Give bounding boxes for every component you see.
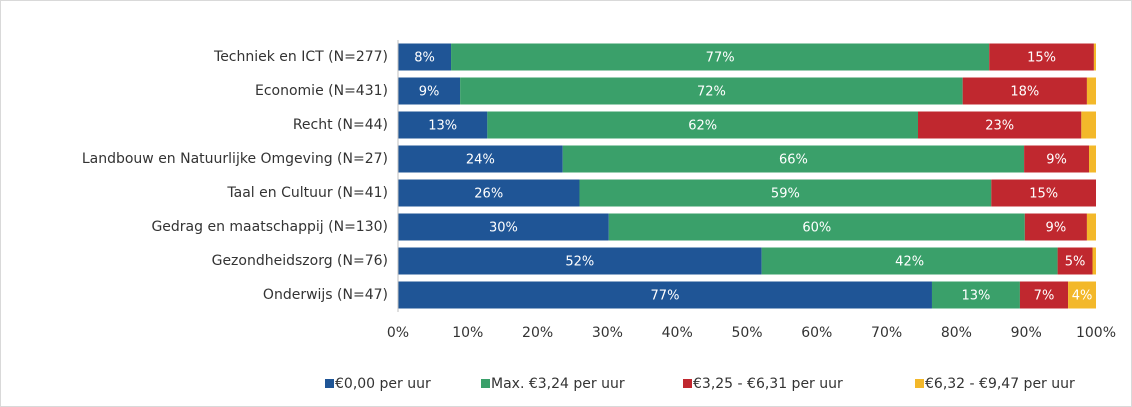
bar-segment	[1081, 111, 1096, 139]
x-tick-label: 60%	[801, 325, 832, 341]
bar-segment	[398, 281, 932, 309]
data-label: 7%	[1034, 289, 1055, 304]
bar-segment	[1092, 247, 1096, 275]
bar-segment	[398, 111, 488, 139]
data-label: 62%	[688, 119, 717, 134]
bar-segment	[1086, 77, 1096, 105]
data-label: 77%	[651, 289, 680, 304]
x-tick-label: 70%	[871, 325, 902, 341]
data-label: 8%	[414, 51, 435, 66]
data-label: 4%	[1072, 289, 1093, 304]
legend-swatch	[481, 379, 490, 388]
bar-segment	[451, 43, 990, 71]
bar-segment	[398, 179, 580, 207]
bar-segment	[398, 213, 609, 241]
y-tick-label: Taal en Cultuur (N=41)	[226, 185, 388, 201]
bar-segment	[487, 111, 919, 139]
data-label: 15%	[1029, 187, 1058, 202]
bar-segment	[962, 77, 1087, 105]
bar-segment	[1093, 43, 1096, 71]
bar-segment	[931, 281, 1020, 309]
legend-label: €3,25 - €6,31 per uur	[693, 376, 843, 392]
bar-segment	[1086, 213, 1096, 241]
bar-segment	[1068, 281, 1096, 309]
bar-segment	[1024, 145, 1090, 173]
y-tick-label: Recht (N=44)	[293, 117, 388, 133]
y-tick-label: Gedrag en maatschappij (N=130)	[151, 219, 388, 235]
legend-label: Max. €3,24 per uur	[491, 376, 625, 392]
x-tick-label: 50%	[731, 325, 762, 341]
y-tick-label: Gezondheidszorg (N=76)	[212, 253, 388, 269]
x-tick-label: 30%	[592, 325, 623, 341]
x-tick-label: 20%	[522, 325, 553, 341]
legend-swatch	[325, 379, 334, 388]
y-tick-label: Techniek en ICT (N=277)	[213, 49, 388, 65]
x-tick-label: 90%	[1011, 325, 1042, 341]
legend-label: €6,32 - €9,47 per uur	[925, 376, 1075, 392]
x-tick-label: 40%	[662, 325, 693, 341]
data-label: 13%	[961, 289, 990, 304]
bar-segment	[991, 179, 1096, 207]
data-label: 24%	[466, 153, 495, 168]
bar-segment	[1019, 281, 1069, 309]
data-label: 59%	[771, 187, 800, 202]
legend-label: €0,00 per uur	[335, 376, 431, 392]
x-tick-label: 100%	[1076, 325, 1116, 341]
bar-segment	[608, 213, 1025, 241]
bar-segment	[761, 247, 1058, 275]
legend-swatch	[915, 379, 924, 388]
data-label: 23%	[985, 119, 1014, 134]
data-label: 60%	[802, 221, 831, 236]
data-label: 13%	[428, 119, 457, 134]
bar-segment	[1089, 145, 1096, 173]
y-tick-label: Onderwijs (N=47)	[263, 287, 388, 303]
bar-segment	[579, 179, 992, 207]
data-label: 66%	[779, 153, 808, 168]
bar-segment	[989, 43, 1094, 71]
x-tick-label: 80%	[941, 325, 972, 341]
y-tick-label: Economie (N=431)	[255, 83, 388, 99]
data-label: 5%	[1065, 255, 1086, 270]
data-label: 9%	[1046, 221, 1067, 236]
bar-segment	[562, 145, 1025, 173]
data-label: 18%	[1010, 85, 1039, 100]
data-label: 30%	[489, 221, 518, 236]
data-label: 9%	[1046, 153, 1067, 168]
bar-segment	[918, 111, 1082, 139]
data-label: 15%	[1027, 51, 1056, 66]
legend-swatch	[683, 379, 692, 388]
x-tick-label: 10%	[452, 325, 483, 341]
data-label: 9%	[419, 85, 440, 100]
bar-segment	[398, 43, 452, 71]
x-tick-label: 0%	[387, 325, 409, 341]
bar-segment	[1024, 213, 1087, 241]
bar-segment	[398, 247, 762, 275]
data-label: 72%	[697, 85, 726, 100]
data-label: 42%	[895, 255, 924, 270]
bar-segment	[1057, 247, 1093, 275]
y-tick-label: Landbouw en Natuurlijke Omgeving (N=27)	[82, 151, 388, 167]
bar-segment	[398, 77, 461, 105]
bar-segment	[460, 77, 963, 105]
data-label: 52%	[565, 255, 594, 270]
data-label: 26%	[474, 187, 503, 202]
data-label: 77%	[706, 51, 735, 66]
bar-segment	[398, 145, 563, 173]
